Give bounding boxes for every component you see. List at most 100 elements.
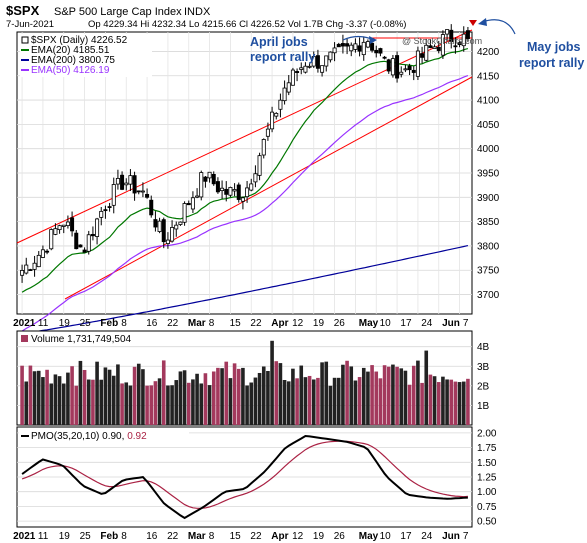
legend-price-label: $SPX (Daily) 4226.52 xyxy=(31,35,128,46)
symbol-title: $SPX xyxy=(6,3,40,18)
volume-bar xyxy=(241,367,245,425)
price-y-tick-label: 4200 xyxy=(477,47,500,58)
volume-bar xyxy=(286,381,291,425)
candle-body xyxy=(424,44,429,61)
volume-y-tick-label: 4B xyxy=(477,342,490,353)
candle-body xyxy=(115,178,120,185)
pmo-y-tick-label: 1.00 xyxy=(477,487,497,498)
candle-body xyxy=(361,41,366,56)
candle-body xyxy=(261,139,266,156)
volume-bars xyxy=(20,340,470,425)
candle-body xyxy=(90,233,95,237)
candle-body xyxy=(28,269,33,271)
candle-body xyxy=(170,227,175,242)
volume-bar xyxy=(249,382,254,425)
price-y-tick-label: 4050 xyxy=(477,120,500,131)
volume-bar xyxy=(220,368,224,425)
volume-bar xyxy=(99,379,104,425)
price-y-tick-label: 3850 xyxy=(477,217,500,228)
volume-bar xyxy=(103,367,108,425)
candle-body xyxy=(228,187,233,196)
volume-bar xyxy=(278,363,283,425)
volume-bar xyxy=(174,380,179,425)
candle-body xyxy=(315,55,320,69)
volume-bar xyxy=(141,369,145,425)
candle-body xyxy=(374,49,379,54)
candle-body xyxy=(415,50,420,77)
candle-body xyxy=(320,65,325,73)
volume-bar xyxy=(49,383,54,425)
index-name: S&P 500 Large Cap Index xyxy=(54,6,182,18)
candle-body xyxy=(86,234,91,252)
volume-bar xyxy=(28,365,33,425)
candle-body xyxy=(407,65,412,71)
volume-bar xyxy=(195,373,199,425)
volume-bar xyxy=(45,369,49,425)
candle-body xyxy=(161,219,166,243)
x-tick-label: Jun xyxy=(442,318,460,329)
x-tick-label: 19 xyxy=(59,531,71,542)
pmo-signal-line xyxy=(21,440,468,509)
candle-body xyxy=(461,33,466,47)
candle-body xyxy=(386,59,391,72)
candle-body xyxy=(345,43,350,47)
volume-bar xyxy=(78,360,83,425)
pmo-y-tick-label: 0.75 xyxy=(477,502,497,513)
volume-bar xyxy=(111,375,116,425)
candle-body xyxy=(207,171,212,179)
volume-bar xyxy=(307,375,312,425)
candle-body xyxy=(432,46,437,49)
volume-bar xyxy=(95,361,99,425)
candle-body xyxy=(145,193,150,198)
volume-bar xyxy=(403,370,408,425)
x-tick-label: 16 xyxy=(146,531,158,542)
volume-bar xyxy=(86,379,91,425)
channel-lower-line xyxy=(64,76,473,300)
candle-body xyxy=(32,262,37,270)
april-arrowhead-icon xyxy=(369,36,377,44)
volume-bar xyxy=(291,368,295,425)
x-tick-label: 22 xyxy=(167,531,179,542)
x-tick-label: Jun xyxy=(442,531,460,542)
candle-body xyxy=(190,197,195,210)
volume-bar xyxy=(428,374,433,425)
volume-bar xyxy=(328,385,333,425)
volume-bar xyxy=(357,377,362,425)
volume-bar xyxy=(441,376,445,425)
candle-body xyxy=(307,65,312,68)
may-arrow xyxy=(481,19,516,35)
candle-body xyxy=(295,71,300,73)
volume-bar xyxy=(341,364,345,425)
volume-bar xyxy=(236,368,241,425)
candle-body xyxy=(211,174,216,185)
volume-bar xyxy=(245,385,249,425)
candle-body xyxy=(224,188,229,195)
volume-bar xyxy=(132,366,137,425)
candle-body xyxy=(378,48,383,54)
volume-bar xyxy=(370,365,374,425)
volume-bar xyxy=(374,371,379,425)
volume-bar xyxy=(261,366,266,425)
pmo-line xyxy=(21,434,468,520)
x-tick-label: 10 xyxy=(380,531,392,542)
volume-bar xyxy=(216,367,220,425)
candle-body xyxy=(257,155,262,176)
candle-body xyxy=(365,41,370,48)
volume-bar xyxy=(253,377,258,425)
candle-body xyxy=(324,55,329,67)
candle-body xyxy=(336,43,341,48)
volume-y-tick-label: 2B xyxy=(477,381,490,392)
volume-bar xyxy=(332,377,337,425)
volume-bar xyxy=(424,350,429,425)
candle-body xyxy=(195,195,200,198)
candle-body xyxy=(128,175,133,185)
x-tick-label: Feb xyxy=(100,531,118,542)
x-tick-label: Apr xyxy=(271,531,288,542)
legend-ema20: EMA(20) 4185.51 xyxy=(21,45,110,56)
candle-body xyxy=(186,203,191,206)
volume-bar xyxy=(395,366,399,425)
candle-body xyxy=(453,45,458,48)
candle-body xyxy=(245,187,250,198)
candle-body xyxy=(40,249,45,258)
volume-bar xyxy=(453,381,458,425)
